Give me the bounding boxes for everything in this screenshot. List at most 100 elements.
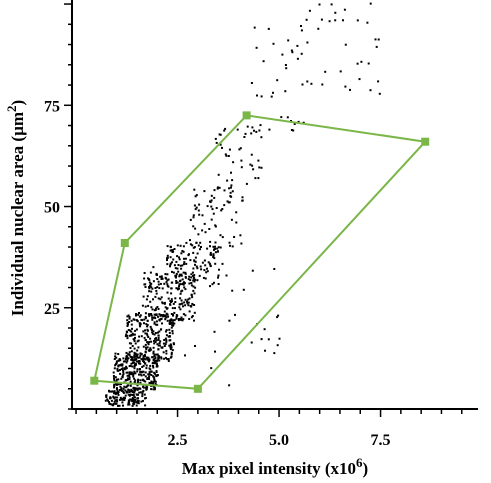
data-point xyxy=(166,319,169,322)
data-point xyxy=(120,388,123,391)
data-point xyxy=(139,371,142,373)
data-point xyxy=(139,322,142,325)
data-point xyxy=(253,26,256,29)
data-point xyxy=(158,287,161,290)
data-point xyxy=(226,200,229,203)
data-point xyxy=(132,387,135,390)
data-point xyxy=(149,368,152,371)
data-point xyxy=(153,353,156,356)
data-point xyxy=(159,275,162,278)
data-point xyxy=(135,313,137,316)
data-point xyxy=(128,342,131,345)
data-point xyxy=(124,389,127,392)
gate-vertex-handle[interactable] xyxy=(193,384,202,393)
data-point xyxy=(126,334,129,337)
data-point xyxy=(109,397,112,399)
data-point xyxy=(245,182,248,185)
data-point xyxy=(126,377,129,380)
data-point xyxy=(203,222,206,225)
data-point xyxy=(192,279,195,282)
data-point xyxy=(199,248,201,251)
data-point xyxy=(112,404,115,407)
data-point xyxy=(160,317,163,320)
data-point xyxy=(171,270,173,273)
data-point xyxy=(160,357,163,360)
data-point xyxy=(180,267,183,270)
data-point xyxy=(219,234,222,237)
data-point xyxy=(231,190,234,193)
data-point xyxy=(296,44,299,47)
data-point xyxy=(112,371,115,374)
data-point xyxy=(137,378,140,381)
data-point xyxy=(141,319,144,322)
data-point xyxy=(238,148,241,151)
data-point xyxy=(152,375,155,378)
data-point xyxy=(135,328,138,331)
data-point xyxy=(194,345,196,347)
data-point xyxy=(221,262,224,265)
data-point xyxy=(138,373,140,376)
data-point xyxy=(126,322,129,324)
data-point xyxy=(169,321,172,324)
gate-vertex-handle[interactable] xyxy=(242,111,251,120)
data-point xyxy=(206,205,209,208)
data-point xyxy=(125,371,128,374)
data-point xyxy=(170,287,173,290)
data-point xyxy=(189,243,192,246)
data-point xyxy=(123,396,126,399)
gate-vertex-handle[interactable] xyxy=(120,239,129,247)
data-point xyxy=(144,332,147,335)
data-point xyxy=(122,357,125,360)
gate-vertex-handle[interactable] xyxy=(421,137,430,146)
data-point xyxy=(197,233,200,236)
data-point xyxy=(142,295,145,298)
data-point xyxy=(178,306,181,309)
data-point xyxy=(139,325,142,328)
data-point xyxy=(144,355,146,358)
data-point xyxy=(203,269,206,272)
data-point xyxy=(217,283,220,285)
data-point xyxy=(166,285,169,287)
data-point xyxy=(174,267,177,270)
data-point xyxy=(278,337,281,340)
data-point xyxy=(113,384,116,387)
data-point xyxy=(196,279,199,282)
gate-outline[interactable] xyxy=(93,114,428,390)
data-point xyxy=(197,244,200,247)
data-point xyxy=(182,318,185,321)
data-point xyxy=(144,283,147,286)
gate-vertex-handle[interactable] xyxy=(90,376,99,385)
data-point xyxy=(136,349,139,352)
data-point xyxy=(144,358,147,361)
data-point xyxy=(137,393,140,396)
data-point xyxy=(126,357,129,360)
data-point xyxy=(184,298,187,301)
data-point xyxy=(150,374,153,376)
data-point xyxy=(163,282,166,285)
data-point xyxy=(221,208,224,210)
data-point xyxy=(188,310,191,313)
data-point xyxy=(136,384,139,387)
data-point xyxy=(146,346,149,349)
data-point xyxy=(131,332,134,335)
data-point xyxy=(236,128,239,131)
data-point xyxy=(135,404,138,407)
data-point xyxy=(157,280,160,283)
data-point xyxy=(152,298,154,301)
data-point xyxy=(127,384,130,387)
data-point xyxy=(114,352,117,355)
data-point xyxy=(187,304,190,307)
data-point xyxy=(193,304,196,306)
data-point xyxy=(119,396,122,399)
data-point xyxy=(281,53,284,56)
data-point xyxy=(125,354,128,357)
data-point xyxy=(175,316,178,319)
data-point xyxy=(144,343,147,346)
data-point xyxy=(170,326,173,329)
data-point xyxy=(151,316,154,319)
data-point xyxy=(360,60,363,63)
data-point xyxy=(204,277,207,280)
data-point xyxy=(150,388,153,391)
data-point xyxy=(133,387,136,390)
data-point xyxy=(182,305,184,308)
